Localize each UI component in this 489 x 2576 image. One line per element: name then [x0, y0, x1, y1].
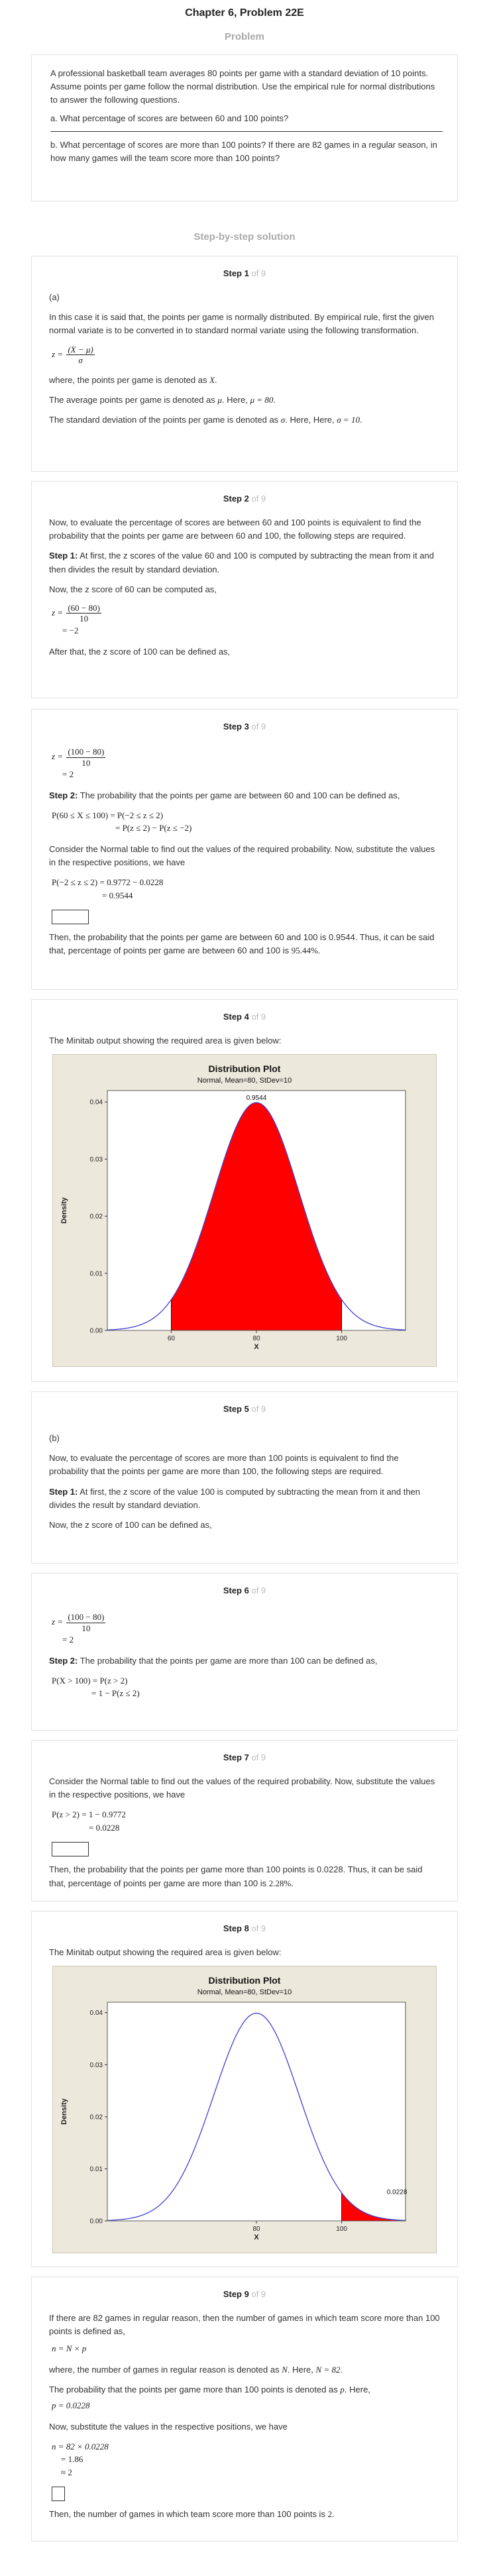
- step-text: Then, the probability that the points pe…: [49, 932, 435, 956]
- step-text: If there are 82 games in regular reason,…: [49, 2313, 440, 2337]
- games-calculation: n = 82 × 0.0228 = 1.86 ≈ 2: [52, 2441, 109, 2477]
- shaded-area-label: 0.9544: [246, 1095, 267, 1102]
- y-tick-label: 0.04: [90, 1099, 103, 1106]
- step-title: Step 7 of 9: [223, 1752, 266, 1762]
- step-card-4: Step 4 of 9 The Minitab output showing t…: [31, 999, 458, 1382]
- step-text: Now, substitute the values in the respec…: [49, 2421, 288, 2432]
- step-title: Step 9 of 9: [223, 2289, 266, 2299]
- step-title: Step 8 of 9: [223, 1923, 266, 1933]
- step-text: Now, the z score of 100 can be defined a…: [49, 1519, 212, 1530]
- problem-section-label: Problem: [224, 31, 264, 42]
- probability-value: p = 0.0228: [52, 2400, 90, 2411]
- step-card-3: Step 3 of 9 z = (100 − 80) 10 = 2 Step 2:…: [31, 709, 458, 990]
- step-text: Now, to evaluate the percentage of score…: [49, 517, 421, 541]
- y-tick-label: 0.02: [90, 1213, 103, 1220]
- distribution-chart-svg: Distribution Plot Normal, Mean=80, StDev=…: [60, 1975, 408, 2241]
- step-text: Step 1: At first, the z scores of the va…: [49, 551, 434, 574]
- step-card-7: Step 7 of 9 Consider the Normal table to…: [31, 1740, 458, 1902]
- answer-box: [52, 2487, 65, 2502]
- x-axis-label: X: [254, 2233, 259, 2241]
- z-score-60: z = (60 − 80) 10 = −2: [52, 602, 101, 636]
- plot-area: [107, 2002, 406, 2222]
- y-tick-label: 0.00: [90, 2218, 103, 2226]
- problem-part-a: a. What percentage of scores are between…: [50, 113, 289, 124]
- step-card-2: Step 2 of 9 Now, to evaluate the percent…: [31, 481, 458, 698]
- step-card-1: Step 1 of 9 (a) In this case it is said …: [31, 256, 458, 472]
- y-axis-label: Density: [60, 1197, 68, 1224]
- step-title: Step 3 of 9: [223, 722, 266, 731]
- step-text: Step 2: The probability that the points …: [49, 1655, 378, 1666]
- x-tick-label: 80: [252, 1335, 260, 1342]
- step-title: Step 2 of 9: [223, 494, 266, 504]
- problem-text: A professional basketball team averages …: [50, 68, 435, 105]
- step-card-8: Step 8 of 9 The Minitab output showing t…: [31, 1911, 458, 2267]
- density-curve: [107, 1102, 406, 1331]
- games-formula: n = N × p: [52, 2343, 87, 2354]
- step-card-5: Step 5 of 9 (b) Now, to evaluate the per…: [31, 1391, 458, 1564]
- chart-subtitle: Normal, Mean=80, StDev=10: [197, 1077, 292, 1085]
- step-text: Then, the number of games in which team …: [49, 2509, 335, 2520]
- density-curve: [107, 2013, 406, 2222]
- problem-card: A professional basketball team averages …: [31, 54, 458, 201]
- probability-calculation: P(−2 ≤ z ≤ 2) = 0.9772 − 0.0228 = 0.9544: [52, 877, 164, 900]
- step-card-6: Step 6 of 9 z = (100 − 80) 10 = 2 Step 2:…: [31, 1573, 458, 1731]
- y-tick-label: 0.03: [90, 1156, 103, 1163]
- step-text: The Minitab output showing the required …: [49, 1036, 282, 1046]
- step-text: After that, the z score of 100 can be de…: [49, 646, 231, 657]
- step-text: The standard deviation of the points per…: [49, 415, 362, 425]
- step-title: Step 1 of 9: [223, 268, 266, 278]
- answer-box: [52, 910, 89, 925]
- step-card-9: Step 9 of 9 If there are 82 games in reg…: [31, 2277, 458, 2542]
- step-title: Step 5 of 9: [223, 1404, 266, 1414]
- y-tick-label: 0.04: [90, 2010, 103, 2017]
- step-text: Step 2: The probability that the points …: [49, 790, 400, 800]
- distribution-chart-svg: Distribution Plot Normal, Mean=80, StDev=…: [60, 1063, 406, 1351]
- step-text: where, the points per game is denoted as…: [49, 374, 217, 385]
- probability-calculation: P(z > 2) = 1 − 0.9772 = 0.0228: [52, 1809, 126, 1833]
- y-tick-label: 0.03: [90, 2062, 103, 2069]
- shaded-area-label: 0.0228: [387, 2189, 408, 2196]
- answer-box: [52, 1842, 89, 1857]
- part-label: (b): [49, 1433, 60, 1444]
- z-score-100: z = (100 − 80) 10 = 2: [52, 747, 106, 780]
- distribution-plot-2: Distribution Plot Normal, Mean=80, StDev=…: [52, 1966, 437, 2254]
- chart-title: Distribution Plot: [209, 1063, 281, 1074]
- y-tick-label: 0.02: [90, 2114, 103, 2121]
- step-text: Consider the Normal table to find out th…: [49, 1776, 435, 1800]
- x-tick-label: 100: [336, 2226, 347, 2233]
- y-tick-label: 0.01: [90, 2166, 103, 2173]
- x-tick-label: 60: [168, 1335, 176, 1342]
- step-text: The average points per game is denoted a…: [49, 394, 276, 405]
- probability-expression: P(X > 100) = P(z > 2) = 1 − P(z ≤ 2): [52, 1675, 140, 1699]
- probability-expression: P(60 ≤ X ≤ 100) = P(−2 ≤ z ≤ 2) = P(z ≤ …: [52, 810, 192, 833]
- chart-subtitle: Normal, Mean=80, StDev=10: [197, 1988, 292, 1996]
- step-text: Consider the Normal table to find out th…: [49, 843, 435, 868]
- x-tick-label: 80: [252, 2226, 260, 2233]
- step-text: Step 1: At first, the z score of the val…: [49, 1486, 421, 1510]
- y-axis-label: Density: [60, 2098, 68, 2125]
- z-formula: z = (X − μ) σ: [52, 344, 95, 366]
- x-axis-label: X: [254, 1343, 259, 1351]
- step-text: where, the number of games in regular re…: [49, 2364, 343, 2375]
- step-title: Step 4 of 9: [223, 1012, 266, 1022]
- step-text: The Minitab output showing the required …: [49, 1947, 282, 1958]
- z-score-100: z = (100 − 80) 10 = 2: [52, 1612, 106, 1645]
- chapter-title: Chapter 6, Problem 22E: [185, 7, 304, 19]
- problem-part-b: b. What percentage of scores are more th…: [50, 139, 437, 163]
- y-tick-label: 0.00: [90, 1328, 103, 1335]
- step-text: Then, the probability that the points pe…: [49, 1864, 423, 1888]
- distribution-plot-1: Distribution Plot Normal, Mean=80, StDev=…: [52, 1054, 437, 1368]
- solution-section-label: Step-by-step solution: [193, 231, 296, 242]
- step-title: Step 6 of 9: [223, 1585, 266, 1595]
- step-text: In this case it is said that, the points…: [49, 312, 434, 336]
- divider: [50, 131, 443, 132]
- step-text: The probability that the points per game…: [49, 2385, 370, 2395]
- step-text: Now, to evaluate the percentage of score…: [49, 1453, 399, 1477]
- chart-title: Distribution Plot: [209, 1975, 281, 1986]
- y-tick-label: 0.01: [90, 1271, 103, 1278]
- step-text: Now, the z score of 60 can be computed a…: [49, 584, 217, 594]
- part-label: (a): [49, 292, 60, 303]
- x-tick-label: 100: [336, 1335, 347, 1342]
